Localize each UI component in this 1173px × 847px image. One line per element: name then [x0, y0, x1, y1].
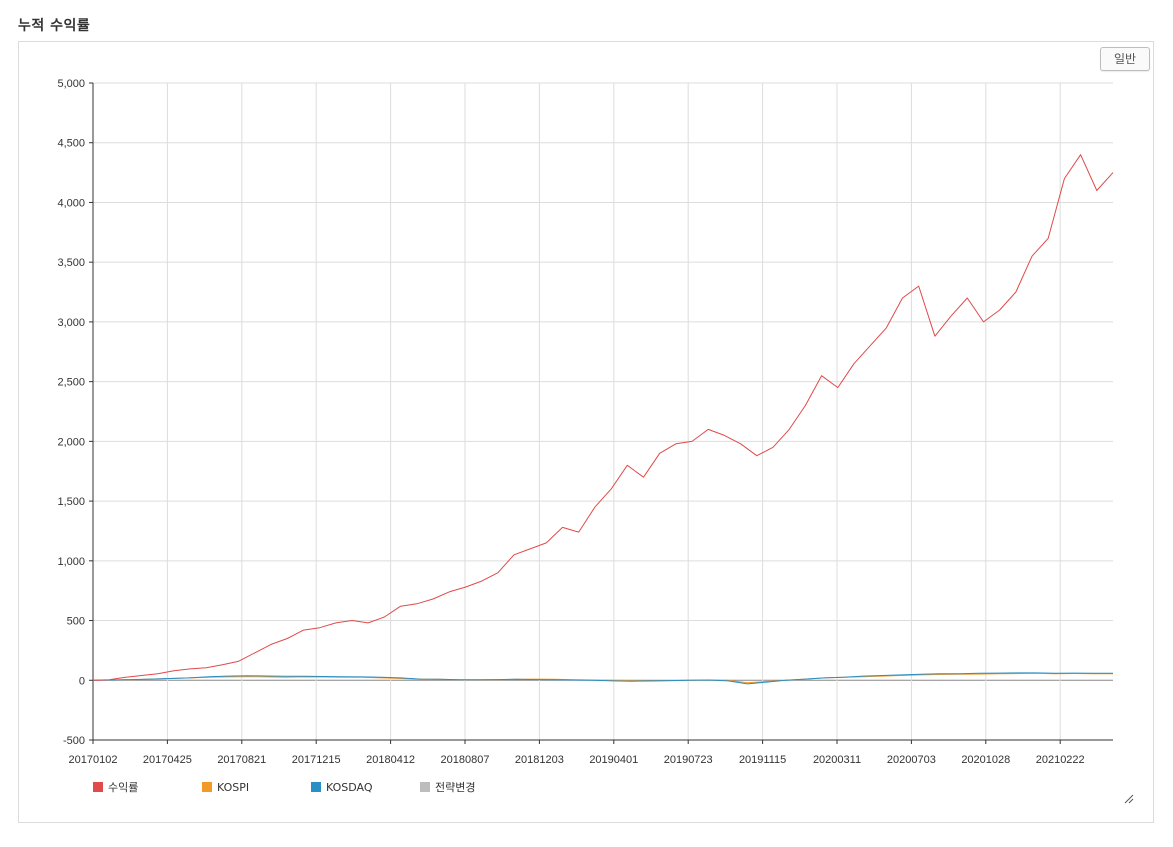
series-layer [92, 154, 1114, 685]
y-tick-label: -500 [63, 735, 85, 747]
y-tick-label: 1,500 [57, 496, 85, 508]
x-tick-label: 20180412 [366, 754, 415, 766]
legend-label: 수익률 [108, 781, 138, 794]
x-tick-label: 20171215 [292, 754, 341, 766]
series-line-kosdaq [92, 672, 1113, 685]
x-tick-label: 20181203 [515, 754, 564, 766]
y-tick-label: 5,000 [57, 78, 85, 90]
x-tick-label: 20191115 [739, 754, 786, 766]
y-tick-label: 4,500 [57, 138, 85, 150]
x-tick-label: 20190723 [664, 754, 713, 766]
page-title: 누적 수익률 [18, 18, 91, 34]
resize-grip-icon[interactable] [1124, 794, 1134, 804]
x-axis: 20170102 20170425 20170821 20171215 20180412… [69, 739, 1113, 766]
legend-label: KOSDAQ [326, 781, 373, 794]
x-tick-label: 20170102 [69, 754, 118, 766]
legend-swatch-strategy_change [420, 782, 430, 792]
legend-swatch-returns [93, 782, 103, 792]
x-tick-label: 20200311 [813, 754, 861, 766]
y-axis: 5,000 4,500 4,000 3,500 3,000 2,500 2,000 1,500… [57, 78, 94, 747]
y-tick-label: 2,500 [57, 377, 85, 389]
legend-swatch-kosdaq [311, 782, 321, 792]
x-tick-label: 20190401 [589, 754, 638, 766]
legend: 수익률 KOSPI KOSDAQ 전략변경 [93, 781, 475, 794]
x-tick-label: 20170425 [143, 754, 192, 766]
y-tick-label: 1,000 [57, 556, 85, 568]
x-tick-label: 20210222 [1036, 754, 1085, 766]
legend-swatch-kospi [202, 782, 212, 792]
x-tick-label: 20170821 [217, 754, 266, 766]
y-tick-label: 3,000 [57, 317, 85, 329]
x-tick-label: 20180807 [441, 754, 490, 766]
chart-mode-button[interactable]: 일반 [1100, 47, 1150, 71]
x-tick-label: 20200703 [887, 754, 936, 766]
grid [93, 82, 1113, 741]
y-tick-label: 500 [67, 616, 85, 628]
y-tick-label: 4,000 [57, 197, 85, 209]
x-tick-label: 20201028 [961, 754, 1010, 766]
chart-panel [18, 41, 1154, 823]
y-tick-label: 2,000 [57, 436, 85, 448]
y-tick-label: 0 [79, 675, 85, 687]
legend-label: 전략변경 [435, 781, 475, 794]
series-line-returns [92, 154, 1114, 681]
y-tick-label: 3,500 [57, 257, 85, 269]
series-line-kospi [92, 672, 1113, 684]
legend-label: KOSPI [217, 781, 249, 794]
